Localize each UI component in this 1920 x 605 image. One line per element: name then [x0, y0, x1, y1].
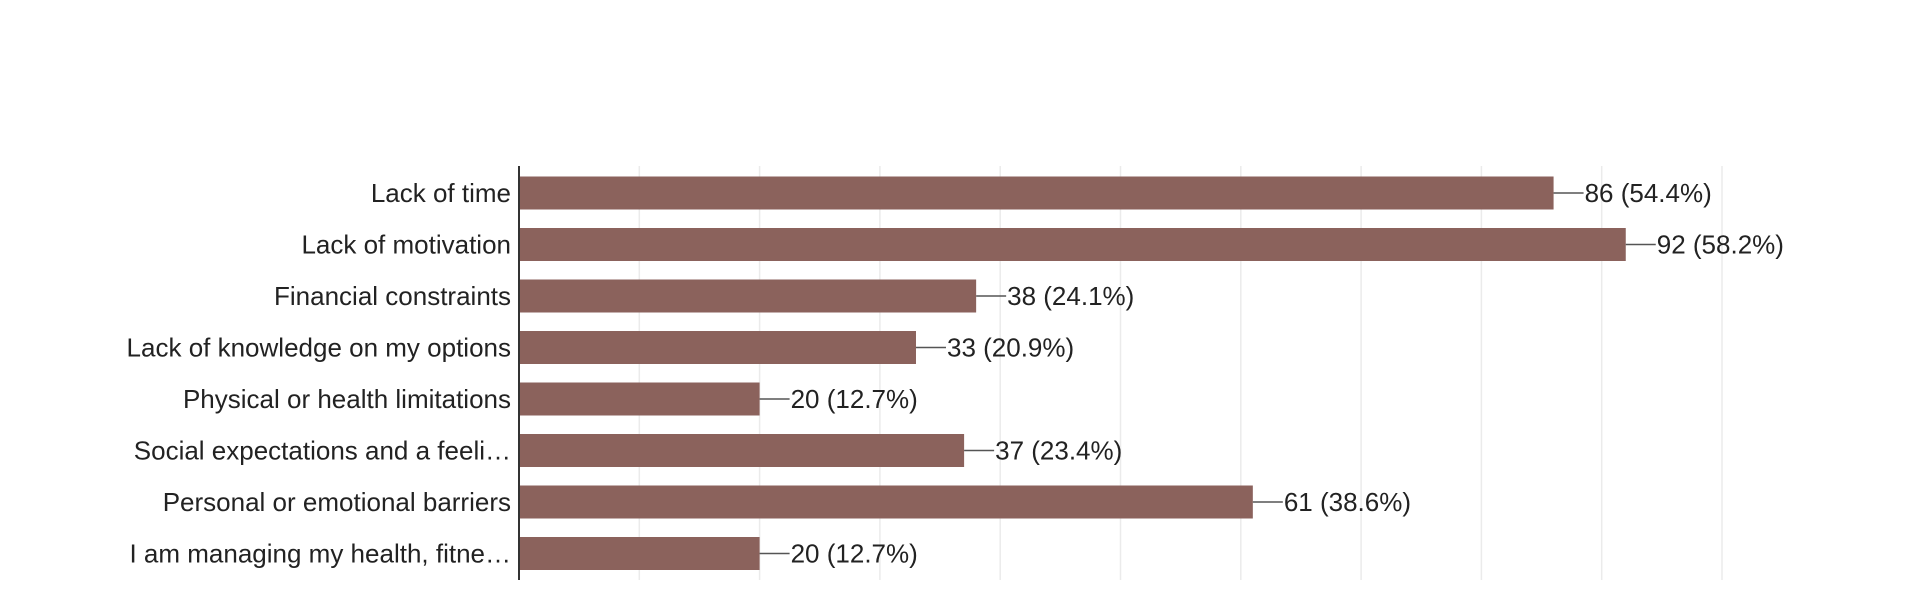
bar-7: [519, 537, 760, 570]
category-label-0: Lack of time: [371, 178, 511, 208]
category-label-5: Social expectations and a feeli…: [134, 436, 511, 466]
bar-0: [519, 176, 1554, 210]
bar-2: [519, 279, 977, 313]
bar-1: [519, 228, 1626, 261]
data-labels: 86 (54.4%) 92 (58.2%) 38 (24.1%) 33 (20.9%)…: [791, 178, 1784, 569]
bar-5: [519, 434, 965, 467]
data-label-6: 61 (38.6%): [1284, 487, 1411, 517]
data-label-0: 86 (54.4%): [1585, 178, 1712, 208]
data-label-1: 92 (58.2%): [1657, 230, 1784, 260]
category-label-4: Physical or health limitations: [183, 384, 511, 414]
data-label-7: 20 (12.7%): [791, 539, 918, 569]
category-label-7: I am managing my health, fitne…: [129, 539, 511, 569]
data-label-2: 38 (24.1%): [1007, 281, 1134, 311]
bars: [519, 176, 1626, 570]
bar-4: [519, 382, 760, 416]
data-label-3: 33 (20.9%): [947, 333, 1074, 363]
category-label-6: Personal or emotional barriers: [163, 487, 511, 517]
bar-3: [519, 331, 916, 364]
bar-6: [519, 485, 1253, 519]
category-labels: Lack of time Lack of motivation Financial …: [127, 178, 511, 569]
leader-lines: [759, 192, 1656, 555]
category-label-2: Financial constraints: [274, 281, 511, 311]
category-label-3: Lack of knowledge on my options: [127, 333, 511, 363]
category-label-1: Lack of motivation: [301, 230, 511, 260]
data-label-5: 37 (23.4%): [995, 436, 1122, 466]
data-label-4: 20 (12.7%): [791, 384, 918, 414]
